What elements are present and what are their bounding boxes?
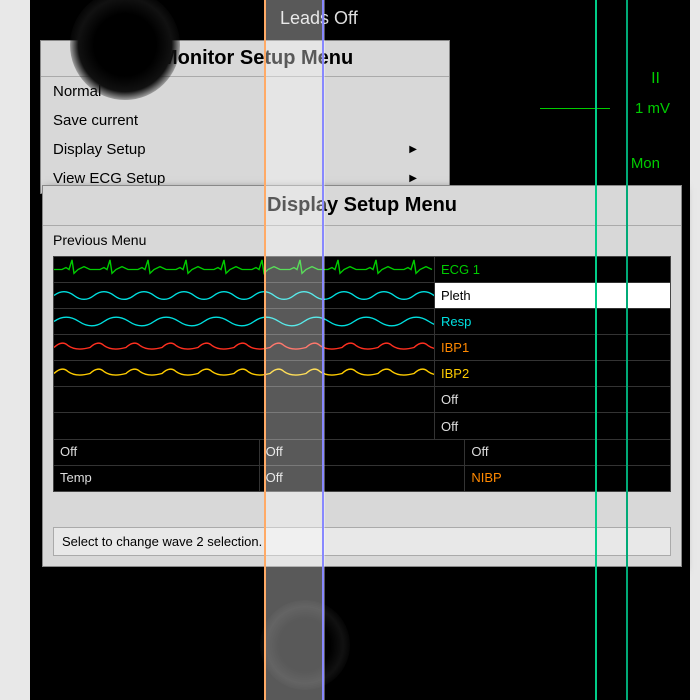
- param-cell[interactable]: NIBP: [465, 466, 670, 491]
- wave-row[interactable]: IBP1: [54, 335, 670, 361]
- param-cell[interactable]: Temp: [54, 466, 260, 491]
- wave-row[interactable]: Off: [54, 413, 670, 439]
- param-cell[interactable]: Off: [465, 440, 670, 465]
- ecg-scale-label: 1 mV: [635, 100, 670, 117]
- param-cell[interactable]: Off: [260, 466, 466, 491]
- monitor-setup-menu: Monitor Setup Menu NormalSave currentDis…: [40, 40, 450, 194]
- ecg-scale-line: [540, 108, 610, 109]
- setup-menu-item[interactable]: Normal: [41, 77, 449, 106]
- waveform-preview: [54, 361, 434, 386]
- ecg-mode-label: Mon: [631, 155, 660, 172]
- wave-label[interactable]: Resp: [434, 309, 670, 334]
- submenu-arrow-icon: ▶: [409, 173, 417, 184]
- param-cell[interactable]: Off: [260, 440, 466, 465]
- wave-row[interactable]: ECG 1: [54, 257, 670, 283]
- waveform-preview: [54, 387, 434, 412]
- wave-row[interactable]: IBP2: [54, 361, 670, 387]
- waveform-preview: [54, 335, 434, 360]
- wave-row[interactable]: Pleth: [54, 283, 670, 309]
- waveform-preview: [54, 283, 434, 308]
- wave-row[interactable]: Off: [54, 387, 670, 413]
- hint-text: Select to change wave 2 selection.: [53, 527, 671, 556]
- param-cell[interactable]: Off: [54, 440, 260, 465]
- wave-label[interactable]: ECG 1: [434, 257, 670, 282]
- param-row: OffOffOff: [54, 439, 670, 465]
- setup-menu-item[interactable]: Display Setup▶: [41, 135, 449, 164]
- param-row: TempOffNIBP: [54, 465, 670, 491]
- wave-label[interactable]: Off: [434, 413, 670, 439]
- previous-menu-button[interactable]: Previous Menu: [43, 226, 681, 254]
- wave-label[interactable]: IBP2: [434, 361, 670, 386]
- leads-off-status: Leads Off: [280, 8, 358, 29]
- display-setup-menu: Display Setup Menu Previous Menu ECG 1Pl…: [42, 185, 682, 567]
- wave-label[interactable]: Off: [434, 387, 670, 412]
- waveform-preview: [54, 257, 434, 282]
- wave-row[interactable]: Resp: [54, 309, 670, 335]
- wave-label[interactable]: IBP1: [434, 335, 670, 360]
- setup-menu-title: Monitor Setup Menu: [41, 41, 449, 77]
- ecg-lead-label: II: [651, 70, 660, 88]
- setup-menu-item[interactable]: Save current: [41, 106, 449, 135]
- waveform-table: ECG 1PlethRespIBP1IBP2OffOff OffOffOffTe…: [53, 256, 671, 492]
- waveform-preview: [54, 309, 434, 334]
- waveform-preview: [54, 413, 434, 439]
- submenu-arrow-icon: ▶: [409, 144, 417, 155]
- display-menu-title: Display Setup Menu: [43, 186, 681, 226]
- wave-label[interactable]: Pleth: [434, 283, 670, 308]
